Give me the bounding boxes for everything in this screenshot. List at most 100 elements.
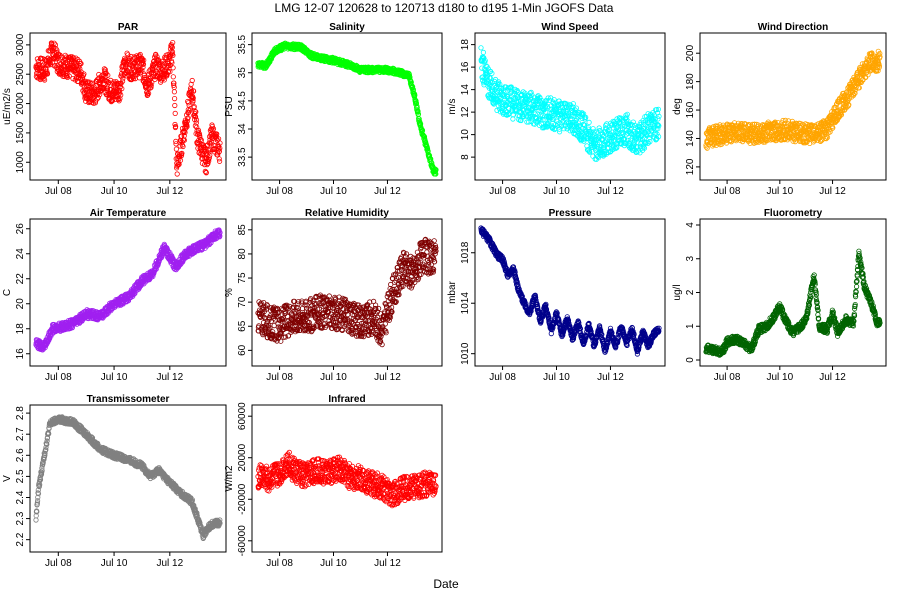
y-tick-label: 20 bbox=[15, 298, 26, 310]
data-point bbox=[193, 109, 199, 115]
data-point bbox=[149, 79, 155, 86]
data-point bbox=[95, 95, 101, 101]
data-point bbox=[216, 146, 222, 152]
data-point bbox=[192, 108, 198, 114]
y-tick-label: 1000 bbox=[15, 151, 26, 174]
data-point bbox=[417, 121, 424, 127]
data-point bbox=[87, 79, 93, 85]
data-point bbox=[171, 82, 177, 88]
data-point bbox=[139, 67, 145, 73]
data-point bbox=[217, 158, 223, 164]
data-point bbox=[202, 168, 208, 174]
y-tick-label: 24 bbox=[15, 248, 26, 260]
x-tick-label: Jul 12 bbox=[597, 186, 624, 197]
y-tick-label: 200 bbox=[685, 44, 696, 61]
data-point bbox=[118, 92, 124, 98]
data-point bbox=[145, 85, 151, 92]
data-point bbox=[480, 49, 486, 56]
data-point bbox=[141, 57, 147, 63]
figure-title: LMG 12-07 120628 to 120713 d180 to d195 … bbox=[275, 1, 614, 15]
y-tick-label: 12 bbox=[460, 106, 471, 118]
data-point bbox=[169, 49, 176, 55]
x-tick-label: Jul 12 bbox=[819, 186, 846, 197]
data-point bbox=[66, 73, 72, 79]
data-point bbox=[192, 123, 198, 129]
data-point bbox=[433, 167, 439, 173]
panel-title-wind-speed: Wind Speed bbox=[541, 22, 598, 33]
data-point bbox=[481, 55, 487, 61]
data-point bbox=[102, 67, 109, 73]
data-point bbox=[510, 116, 516, 122]
data-point bbox=[483, 70, 490, 77]
data-point bbox=[172, 110, 178, 117]
figure-x-axis-label: Date bbox=[433, 577, 459, 591]
data-point bbox=[161, 77, 167, 83]
data-point bbox=[174, 171, 180, 177]
data-point bbox=[108, 77, 114, 84]
data-point bbox=[480, 80, 487, 86]
data-points-air-temperature bbox=[33, 227, 223, 353]
data-point bbox=[785, 121, 791, 127]
data-point bbox=[206, 158, 212, 164]
data-point bbox=[78, 60, 84, 67]
data-point bbox=[190, 95, 196, 101]
data-point bbox=[170, 52, 176, 59]
data-point bbox=[586, 119, 592, 126]
x-tick-label: Jul 10 bbox=[101, 186, 128, 197]
data-points-relative-humidity bbox=[255, 236, 439, 348]
data-point bbox=[70, 54, 76, 61]
data-point bbox=[202, 162, 208, 168]
data-point bbox=[117, 84, 123, 90]
y-tick-label: 34 bbox=[237, 123, 248, 135]
x-tick-label: Jul 08 bbox=[266, 186, 293, 197]
data-point bbox=[148, 84, 154, 91]
data-points-salinity bbox=[255, 40, 439, 177]
data-point bbox=[170, 74, 176, 80]
data-point bbox=[140, 64, 146, 70]
data-point bbox=[184, 124, 190, 130]
y-tick-label: 180 bbox=[685, 73, 696, 90]
data-point bbox=[197, 134, 203, 141]
data-point bbox=[120, 78, 126, 84]
data-point bbox=[167, 69, 173, 75]
data-point bbox=[94, 96, 100, 102]
data-points-par bbox=[33, 39, 223, 177]
data-point bbox=[165, 63, 171, 69]
y-tick-label: 14 bbox=[460, 84, 471, 96]
y-tick-label: 18 bbox=[460, 39, 471, 51]
y-tick-label: 35 bbox=[237, 67, 248, 79]
data-point bbox=[295, 305, 301, 311]
y-axis-label-par: uE/m2/s bbox=[2, 88, 13, 125]
data-point bbox=[486, 92, 492, 98]
data-point bbox=[556, 129, 563, 135]
y-tick-label: 8 bbox=[460, 154, 471, 160]
y-tick-label: 2500 bbox=[15, 63, 26, 86]
y-axis-label-wind-speed: m/s bbox=[447, 98, 458, 114]
x-axis-wind-speed: Jul 08 Jul 10 Jul 12 bbox=[489, 180, 624, 197]
data-point bbox=[139, 56, 145, 62]
data-point bbox=[34, 56, 41, 62]
panel-title-par: PAR bbox=[118, 22, 139, 33]
data-point bbox=[181, 137, 187, 143]
data-point bbox=[173, 146, 179, 152]
data-point bbox=[97, 91, 103, 98]
data-point bbox=[326, 293, 332, 299]
data-point bbox=[117, 96, 123, 102]
data-point bbox=[191, 104, 197, 110]
data-point bbox=[52, 42, 59, 48]
data-point bbox=[105, 72, 111, 78]
y-tick-label: 120 bbox=[685, 158, 696, 175]
data-point bbox=[170, 65, 176, 71]
data-point bbox=[148, 83, 154, 89]
data-point bbox=[173, 123, 179, 130]
data-point bbox=[98, 84, 104, 90]
y-tick-label: 34.5 bbox=[237, 91, 248, 111]
data-point bbox=[193, 114, 199, 120]
data-point bbox=[120, 76, 126, 82]
data-point bbox=[87, 94, 94, 101]
x-axis-air-temperature: Jul 08 Jul 10 Jul 12 bbox=[45, 366, 184, 383]
